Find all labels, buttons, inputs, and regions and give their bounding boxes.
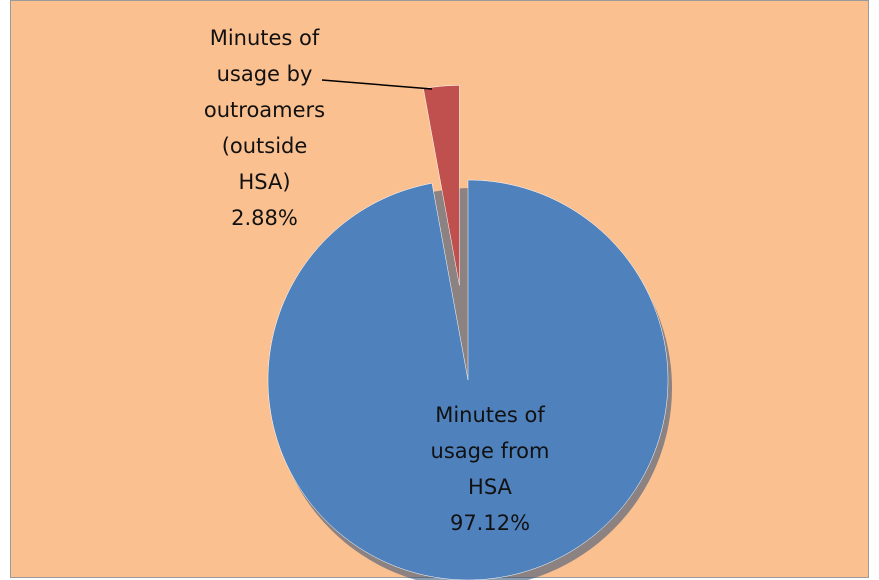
data-label: Minutes of usage from HSA 97.12%: [420, 397, 560, 541]
data-label-value: 97.12%: [449, 511, 531, 535]
leader-line: [321, 79, 433, 90]
data-label-category: Minutes of usage by outroamers (outside …: [203, 26, 326, 194]
pie-slice: [267, 179, 669, 580]
data-label-category: Minutes of usage from HSA: [430, 403, 550, 499]
data-label-value: 2.88%: [231, 206, 298, 230]
data-label: Minutes of usage by outroamers (outside …: [202, 20, 327, 236]
